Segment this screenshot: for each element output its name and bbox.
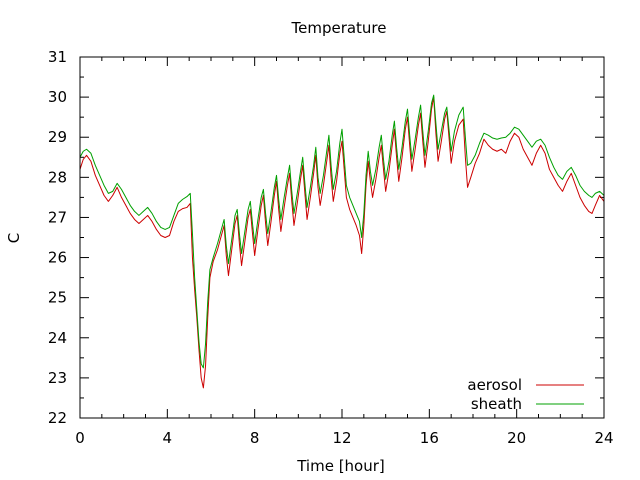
legend-label-sheath: sheath	[471, 395, 522, 413]
x-tick-label: 12	[332, 429, 351, 447]
y-tick-label: 22	[48, 409, 67, 427]
y-axis-label: C	[5, 233, 23, 243]
x-tick-label: 4	[163, 429, 173, 447]
chart-title: Temperature	[290, 19, 386, 37]
x-tick-label: 24	[594, 429, 613, 447]
x-tick-label: 20	[507, 429, 526, 447]
legend-label-aerosol: aerosol	[467, 376, 522, 394]
series-lines	[79, 94, 605, 389]
y-tick-label: 24	[48, 329, 67, 347]
y-tick-label: 30	[48, 88, 67, 106]
plot-frame	[79, 56, 605, 419]
series-line-aerosol	[79, 96, 605, 389]
y-tick-label: 31	[48, 48, 67, 66]
axis-ticks	[79, 56, 605, 419]
y-tick-label: 28	[48, 168, 67, 186]
x-tick-label: 0	[75, 429, 85, 447]
x-tick-label: 8	[250, 429, 260, 447]
y-tick-label: 26	[48, 249, 67, 267]
y-tick-label: 27	[48, 208, 67, 226]
x-tick-label: 16	[420, 429, 439, 447]
y-tick-label: 29	[48, 128, 67, 146]
series-line-sheath	[79, 94, 605, 369]
y-tick-label: 25	[48, 289, 67, 307]
x-axis-label: Time [hour]	[296, 457, 385, 475]
axis-tick-labels: 0 4 8 12 16 20 24 22 23 24 25 26 27 28 29 30 31	[48, 48, 614, 447]
y-tick-label: 23	[48, 369, 67, 387]
